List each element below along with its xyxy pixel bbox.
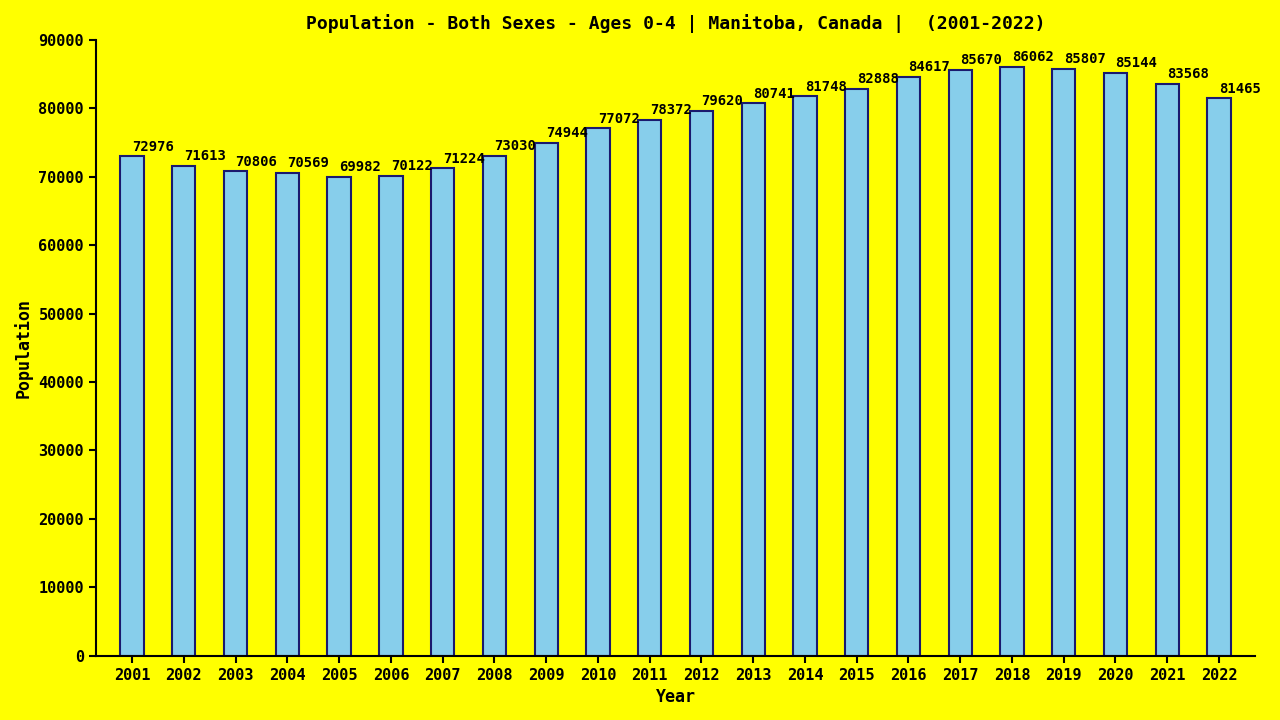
Text: 74944: 74944 <box>547 126 588 140</box>
Text: 85670: 85670 <box>960 53 1002 67</box>
Bar <box>690 111 713 656</box>
Bar <box>535 143 558 656</box>
Bar <box>1001 67 1024 656</box>
Bar <box>637 120 662 656</box>
Bar <box>224 171 247 656</box>
Text: 82888: 82888 <box>856 72 899 86</box>
Y-axis label: Population: Population <box>14 298 33 398</box>
Bar <box>586 128 609 656</box>
Bar <box>275 173 300 656</box>
Bar <box>431 168 454 656</box>
Text: 86062: 86062 <box>1012 50 1053 64</box>
Text: 70122: 70122 <box>390 159 433 174</box>
Text: 70569: 70569 <box>288 156 329 170</box>
X-axis label: Year: Year <box>655 688 695 706</box>
Text: 71613: 71613 <box>184 149 225 163</box>
Bar <box>1052 68 1075 656</box>
Text: 70806: 70806 <box>236 155 278 168</box>
Bar <box>897 77 920 656</box>
Text: 85144: 85144 <box>1115 56 1157 71</box>
Bar <box>948 70 972 656</box>
Bar <box>120 156 143 656</box>
Title: Population - Both Sexes - Ages 0-4 | Manitoba, Canada |  (2001-2022): Population - Both Sexes - Ages 0-4 | Man… <box>306 14 1046 33</box>
Bar <box>1103 73 1128 656</box>
Text: 83568: 83568 <box>1167 67 1210 81</box>
Bar <box>173 166 196 656</box>
Text: 69982: 69982 <box>339 161 381 174</box>
Text: 72976: 72976 <box>132 140 174 154</box>
Text: 81748: 81748 <box>805 80 847 94</box>
Text: 77072: 77072 <box>598 112 640 126</box>
Bar <box>379 176 402 656</box>
Bar <box>845 89 868 656</box>
Text: 71224: 71224 <box>443 152 485 166</box>
Text: 73030: 73030 <box>494 140 536 153</box>
Bar <box>741 104 765 656</box>
Text: 85807: 85807 <box>1064 52 1106 66</box>
Bar <box>328 177 351 656</box>
Text: 81465: 81465 <box>1219 81 1261 96</box>
Bar <box>1156 84 1179 656</box>
Text: 84617: 84617 <box>909 60 950 74</box>
Bar <box>1207 99 1230 656</box>
Text: 79620: 79620 <box>701 94 744 108</box>
Text: 80741: 80741 <box>753 86 795 101</box>
Text: 78372: 78372 <box>650 103 691 117</box>
Bar <box>794 96 817 656</box>
Bar <box>483 156 506 656</box>
